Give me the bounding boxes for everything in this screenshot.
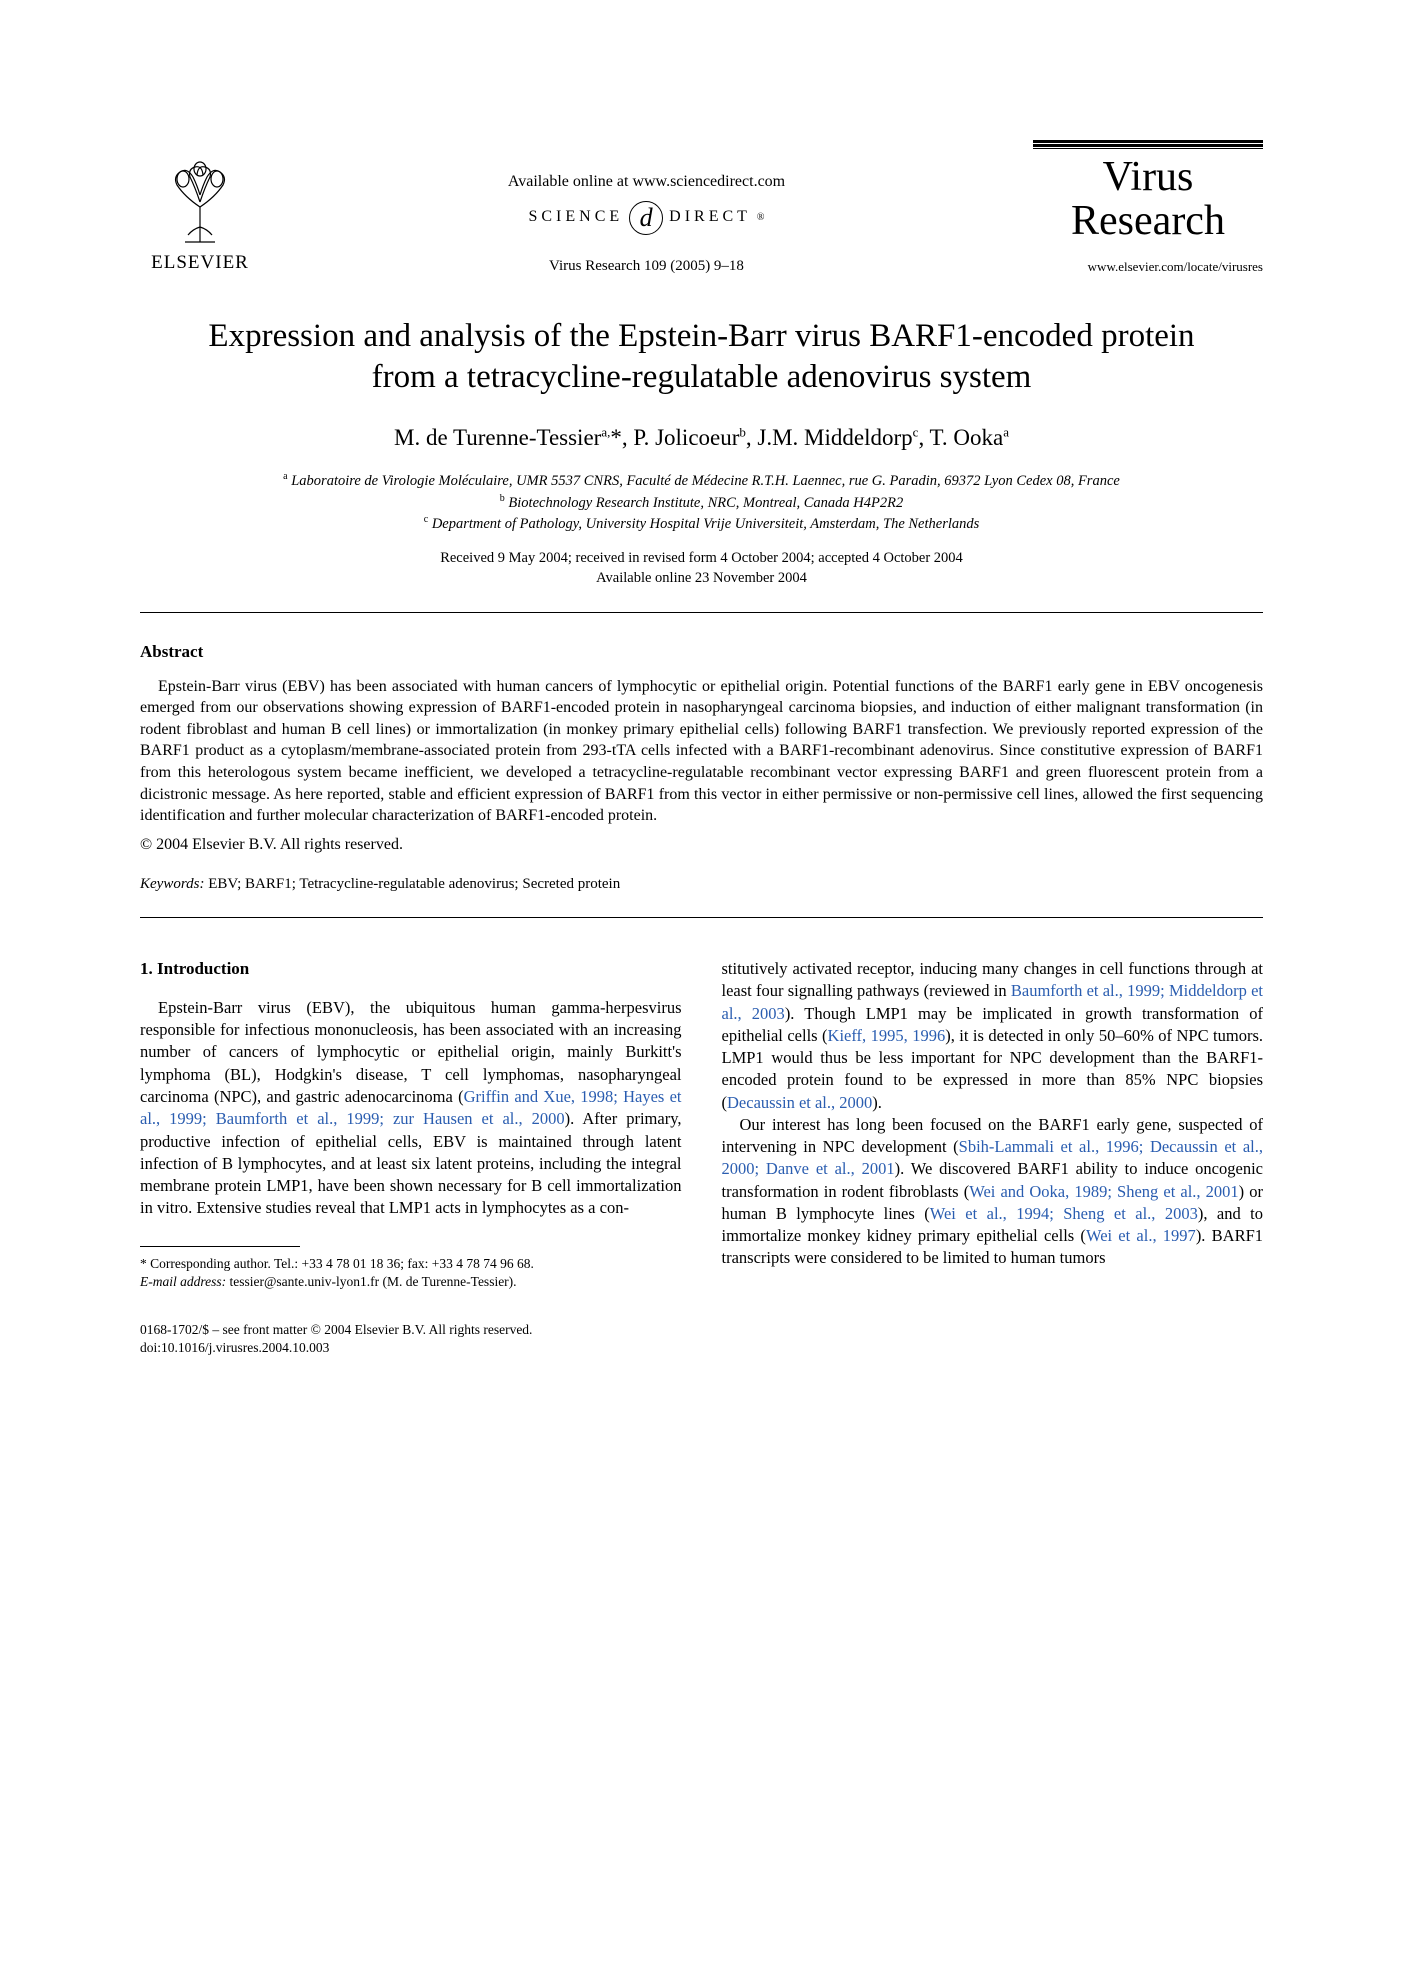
affiliation: c Department of Pathology, University Ho… <box>140 513 1263 534</box>
corresponding-author-footnote: * Corresponding author. Tel.: +33 4 78 0… <box>140 1255 682 1291</box>
received-date: Received 9 May 2004; received in revised… <box>140 548 1263 568</box>
abstract-text: Epstein-Barr virus (EBV) has been associ… <box>140 676 1263 827</box>
abstract-copyright: © 2004 Elsevier B.V. All rights reserved… <box>140 835 1263 856</box>
journal-title: Virus Research <box>1033 151 1263 251</box>
footnote-email: E-mail address: tessier@sante.univ-lyon1… <box>140 1273 682 1291</box>
sciencedirect-d-icon: d <box>629 201 663 235</box>
sciencedirect-logo: SCIENCE d DIRECT ® <box>528 201 764 235</box>
intro-para-1-cont: stitutively activated receptor, inducing… <box>722 958 1264 1114</box>
front-matter-line: 0168-1702/$ – see front matter © 2004 El… <box>140 1321 682 1339</box>
sciencedirect-left: SCIENCE <box>528 207 623 228</box>
keywords: Keywords: EBV; BARF1; Tetracycline-regul… <box>140 875 1263 895</box>
footnote-email-label: E-mail address: <box>140 1274 226 1289</box>
c2p1-cite2[interactable]: Kieff, 1995, 1996 <box>828 1026 946 1045</box>
c2p1-post: ). <box>872 1093 882 1112</box>
registered-mark: ® <box>757 211 765 224</box>
affiliation: b Biotechnology Research Institute, NRC,… <box>140 492 1263 513</box>
available-date: Available online 23 November 2004 <box>140 568 1263 588</box>
article-title: Expression and analysis of the Epstein-B… <box>200 316 1203 399</box>
c2p2-cite4[interactable]: Wei et al., 1997 <box>1086 1226 1196 1245</box>
journal-title-line2: Research <box>1033 199 1263 243</box>
footnote-rule <box>140 1246 300 1247</box>
c2p1-cite3[interactable]: Decaussin et al., 2000 <box>727 1093 872 1112</box>
abstract-heading: Abstract <box>140 641 1263 663</box>
authors: M. de Turenne-Tessiera,*, P. Jolicoeurb,… <box>140 423 1263 453</box>
elsevier-name: ELSEVIER <box>151 251 249 276</box>
doi-line: doi:10.1016/j.virusres.2004.10.003 <box>140 1339 682 1357</box>
column-left: 1. Introduction Epstein-Barr virus (EBV)… <box>140 958 682 1357</box>
rule-bottom <box>140 917 1263 918</box>
journal-title-line1: Virus <box>1033 155 1263 199</box>
c2p2-cite3[interactable]: Wei et al., 1994; Sheng et al., 2003 <box>930 1204 1198 1223</box>
footnote-corr: * Corresponding author. Tel.: +33 4 78 0… <box>140 1255 682 1273</box>
rule-top <box>140 612 1263 613</box>
sciencedirect-right: DIRECT <box>669 207 751 228</box>
journal-title-box: Virus Research www.elsevier.com/locate/v… <box>1033 140 1263 276</box>
journal-bottom-bars <box>1033 251 1263 253</box>
doi-block: 0168-1702/$ – see front matter © 2004 El… <box>140 1321 682 1357</box>
keywords-label: Keywords: <box>140 876 204 892</box>
header-center: Available online at www.sciencedirect.co… <box>260 172 1033 276</box>
section-heading-intro: 1. Introduction <box>140 958 682 981</box>
c2p2-cite2[interactable]: Wei and Ooka, 1989; Sheng et al., 2001 <box>969 1182 1238 1201</box>
elsevier-tree-icon <box>155 157 245 247</box>
body-columns: 1. Introduction Epstein-Barr virus (EBV)… <box>140 958 1263 1357</box>
intro-para-2: Our interest has long been focused on th… <box>722 1114 1264 1270</box>
column-right: stitutively activated receptor, inducing… <box>722 958 1264 1357</box>
intro-para-1: Epstein-Barr virus (EBV), the ubiquitous… <box>140 997 682 1220</box>
keywords-text: EBV; BARF1; Tetracycline-regulatable ade… <box>204 876 620 892</box>
footnote-email-value: tessier@sante.univ-lyon1.fr (M. de Turen… <box>226 1274 516 1289</box>
elsevier-logo: ELSEVIER <box>140 157 260 276</box>
affiliations: a Laboratoire de Virologie Moléculaire, … <box>140 470 1263 533</box>
journal-top-bars <box>1033 140 1263 149</box>
affiliation: a Laboratoire de Virologie Moléculaire, … <box>140 470 1263 491</box>
available-online-text: Available online at www.sciencedirect.co… <box>508 172 785 193</box>
journal-url: www.elsevier.com/locate/virusres <box>1033 259 1263 276</box>
journal-header: ELSEVIER Available online at www.science… <box>140 140 1263 276</box>
journal-reference: Virus Research 109 (2005) 9–18 <box>549 257 744 277</box>
article-dates: Received 9 May 2004; received in revised… <box>140 548 1263 589</box>
